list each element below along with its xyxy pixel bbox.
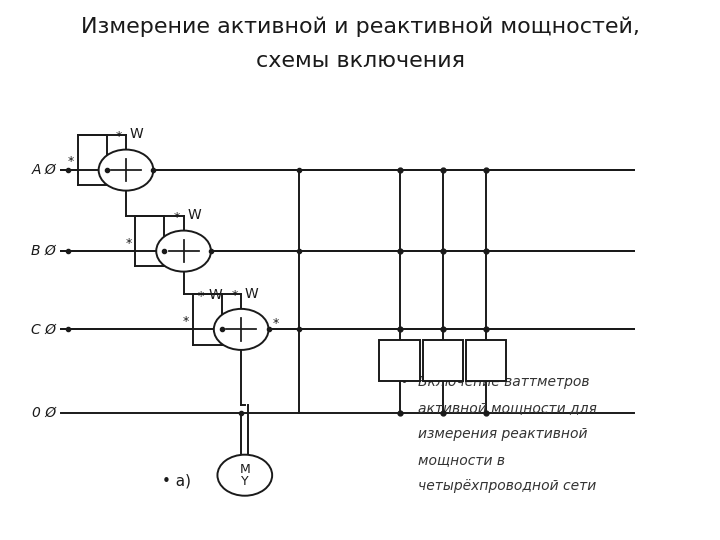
Text: C Ø: C Ø bbox=[31, 322, 56, 336]
Text: 0 Ø: 0 Ø bbox=[32, 406, 56, 420]
Text: B Ø: B Ø bbox=[32, 244, 56, 258]
Text: • а): • а) bbox=[162, 473, 191, 488]
Text: W: W bbox=[245, 287, 258, 301]
Text: Включение ваттметров: Включение ваттметров bbox=[418, 375, 589, 389]
Text: четырёхпроводной сети: четырёхпроводной сети bbox=[418, 479, 596, 493]
Text: *: * bbox=[174, 211, 180, 224]
Text: A Ø: A Ø bbox=[32, 163, 56, 177]
Circle shape bbox=[214, 309, 269, 350]
Text: измерения реактивной: измерения реактивной bbox=[418, 427, 587, 441]
Text: W: W bbox=[130, 127, 143, 141]
Text: W: W bbox=[187, 208, 201, 222]
Circle shape bbox=[99, 150, 153, 191]
Circle shape bbox=[217, 455, 272, 496]
Bar bbox=[423, 340, 463, 381]
Circle shape bbox=[156, 231, 211, 272]
Text: M: M bbox=[240, 463, 250, 476]
Text: *: * bbox=[125, 237, 132, 249]
Text: W: W bbox=[209, 288, 222, 302]
Text: активной мощности для: активной мощности для bbox=[418, 401, 596, 415]
Text: Измерение активной и реактивной мощностей,: Измерение активной и реактивной мощносте… bbox=[81, 16, 639, 37]
Bar bbox=[466, 340, 506, 381]
Text: Y: Y bbox=[241, 475, 248, 488]
Bar bbox=[379, 340, 420, 381]
Text: мощности в: мощности в bbox=[418, 453, 505, 467]
Text: *: * bbox=[272, 318, 279, 330]
Text: схемы включения: схемы включения bbox=[256, 51, 464, 71]
Text: *: * bbox=[116, 130, 122, 143]
Text: •: • bbox=[400, 375, 408, 390]
Text: *: * bbox=[231, 289, 238, 302]
Text: *: * bbox=[68, 156, 74, 168]
Text: *: * bbox=[197, 291, 204, 303]
Text: *: * bbox=[183, 315, 189, 328]
